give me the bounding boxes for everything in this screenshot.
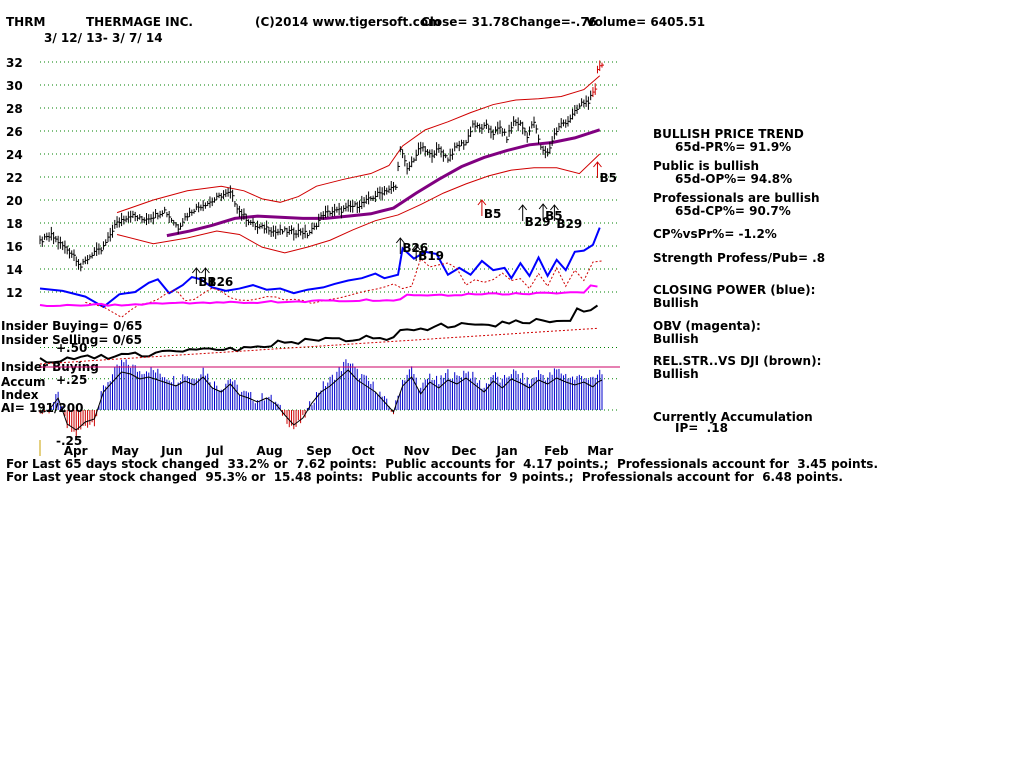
accum-status: Currently Accumulation — [653, 410, 813, 424]
close-value: Close= 31.78 — [421, 15, 510, 29]
signal-label: B26 — [402, 241, 428, 255]
footer-65-days: For Last 65 days stock changed 33.2% or … — [6, 457, 879, 471]
pr-value: 65d-PR%= 91.9% — [675, 140, 792, 154]
company-name: THERMAGE INC. — [86, 15, 193, 29]
date-range: 3/ 12/ 13- 3/ 7/ 14 — [44, 31, 163, 45]
index-label: Index — [1, 388, 39, 402]
insider-selling-count: Insider Selling= 0/65 — [1, 333, 142, 347]
relstr-status: Bullish — [653, 367, 699, 381]
signal-label: B29 — [525, 215, 551, 229]
month-label: Jul — [205, 444, 223, 458]
y-tick-label: 30 — [6, 79, 23, 93]
month-labels: Apr May Jun Jul Aug Sep Oct Nov Dec Jan Feb Mar — [64, 444, 614, 458]
ai-value: AI= 191/200 — [1, 401, 83, 415]
month-label: Oct — [352, 444, 375, 458]
op-value: 65d-OP%= 94.8% — [675, 172, 793, 186]
accum-minus25: -.25 — [56, 434, 82, 448]
relstr-ma — [39, 327, 598, 365]
y-tick-label: 20 — [6, 194, 23, 208]
y-tick-label: 26 — [6, 125, 23, 139]
price-gridlines — [40, 61, 620, 411]
signal-label: B5 — [599, 171, 617, 185]
y-tick-label: 16 — [6, 240, 23, 254]
month-label: Mar — [587, 444, 613, 458]
signal-arrowhead — [477, 199, 487, 206]
obv-status: Bullish — [653, 332, 699, 346]
y-tick-label: 32 — [6, 56, 23, 70]
source: (C)2014 www.tigersoft.com — [255, 15, 441, 29]
y-tick-label: 28 — [6, 102, 23, 116]
signal-arrowhead — [411, 244, 421, 251]
signal-arrowhead — [191, 267, 201, 274]
ip-value: IP= .18 — [675, 421, 728, 435]
signal-label: B1 — [198, 275, 216, 289]
signal-arrowhead — [395, 237, 405, 244]
footer-year: For Last year stock changed 95.3% or 15.… — [6, 470, 843, 484]
signal-arrowhead — [201, 267, 210, 274]
signal-label: B19 — [418, 249, 444, 263]
professionals-status: Professionals are bullish — [653, 191, 820, 205]
signal-label: B26 — [207, 275, 233, 289]
strength-ratio: Strength Profess/Pub= .8 — [653, 251, 826, 265]
month-label: Sep — [306, 444, 332, 458]
month-label: Feb — [544, 444, 569, 458]
signal-arrowhead — [538, 203, 548, 210]
accum-plus25: +.25 — [56, 373, 87, 387]
moving-average — [166, 128, 601, 238]
y-tick-label: 12 — [6, 286, 23, 300]
closing-power-ma — [85, 257, 603, 318]
insider-buying-count: Insider Buying= 0/65 — [1, 319, 143, 333]
month-label: Nov — [404, 444, 430, 458]
signal-label: B5 — [545, 209, 563, 223]
signal-arrowhead — [518, 204, 528, 211]
accum-ma-line — [39, 369, 603, 431]
cp-value: 65d-CP%= 90.7% — [675, 204, 791, 218]
accum-plus50: +.50 — [56, 341, 87, 355]
accum-label: Accum — [1, 375, 46, 389]
month-label: Aug — [256, 444, 282, 458]
obv-label: OBV (magenta): — [653, 319, 761, 333]
closing-power-status: Bullish — [653, 296, 699, 310]
y-tick-label: 22 — [6, 171, 23, 185]
signal-label: B5 — [484, 207, 502, 221]
signal-arrowhead — [550, 204, 559, 211]
public-status: Public is bullish — [653, 159, 760, 173]
price-bars — [39, 60, 604, 272]
month-label: May — [111, 444, 139, 458]
signal-label: B29 — [556, 217, 582, 231]
signal-arrowhead — [593, 161, 602, 168]
volume-value: Volume= 6405.51 — [586, 15, 705, 29]
obv-line — [39, 284, 598, 308]
y-tick-label: 14 — [6, 263, 23, 277]
y-tick-label: 18 — [6, 217, 23, 231]
change-value: Change=-.76 — [510, 15, 597, 29]
month-label: Apr — [64, 444, 88, 458]
ticker: THRM — [6, 15, 45, 29]
trend-title: BULLISH PRICE TREND — [653, 127, 804, 141]
month-label: Jun — [160, 444, 183, 458]
indicator-lines — [39, 75, 603, 365]
y-tick-labels: 12 14 16 18 20 22 24 26 28 30 32 — [6, 56, 23, 300]
closing-power-line — [39, 227, 601, 309]
closing-power-label: CLOSING POWER (blue): — [653, 283, 816, 297]
y-tick-label: 24 — [6, 148, 23, 162]
relstr-line — [39, 304, 599, 364]
cp-vs-pr: CP%vsPr%= -1.2% — [653, 227, 777, 241]
accumulation-bars — [39, 359, 603, 437]
upper-band — [116, 75, 601, 214]
month-label: Dec — [451, 444, 476, 458]
lower-band — [116, 153, 601, 254]
month-label: Jan — [496, 444, 518, 458]
relstr-label: REL.STR..VS DJI (brown): — [653, 354, 822, 368]
